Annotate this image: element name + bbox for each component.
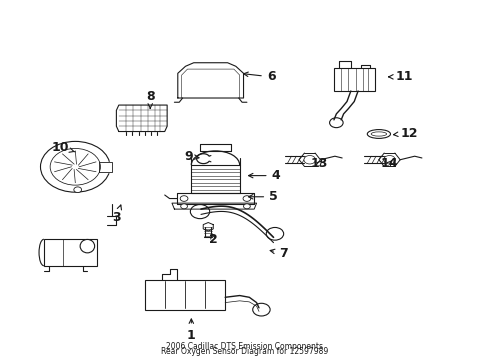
Text: 5: 5 (248, 190, 277, 203)
Text: 3: 3 (112, 205, 121, 224)
Ellipse shape (80, 239, 95, 253)
Text: 2: 2 (208, 233, 217, 246)
Polygon shape (203, 222, 213, 231)
Text: 13: 13 (310, 157, 327, 170)
Polygon shape (191, 165, 239, 193)
Text: 9: 9 (184, 150, 199, 163)
Text: 1: 1 (186, 319, 195, 342)
Circle shape (265, 228, 283, 240)
Text: 8: 8 (145, 90, 154, 108)
Circle shape (74, 187, 81, 193)
Circle shape (252, 303, 269, 316)
Text: Rear Oxygen Sensor Diagram for 12597989: Rear Oxygen Sensor Diagram for 12597989 (161, 347, 327, 356)
Polygon shape (172, 203, 256, 209)
Text: 7: 7 (270, 247, 287, 260)
Circle shape (243, 204, 250, 209)
Polygon shape (99, 162, 111, 172)
Bar (145, 280, 224, 310)
Text: 4: 4 (248, 169, 280, 182)
Circle shape (304, 156, 315, 164)
Ellipse shape (370, 132, 386, 136)
Circle shape (180, 204, 187, 209)
Circle shape (180, 196, 187, 201)
Text: 2006 Cadillac DTS Emission Components: 2006 Cadillac DTS Emission Components (165, 342, 323, 351)
Text: 10: 10 (52, 141, 75, 154)
Ellipse shape (366, 130, 390, 138)
Circle shape (243, 196, 250, 201)
Bar (44, 239, 97, 266)
Circle shape (50, 148, 100, 185)
Polygon shape (178, 63, 243, 98)
Circle shape (329, 118, 343, 128)
Text: 11: 11 (388, 70, 412, 84)
Circle shape (190, 204, 209, 219)
Text: 14: 14 (380, 157, 397, 170)
Circle shape (383, 156, 394, 164)
Polygon shape (116, 105, 167, 131)
Text: 6: 6 (243, 70, 275, 84)
Circle shape (41, 141, 110, 192)
Text: 12: 12 (393, 127, 417, 140)
Bar (333, 68, 374, 91)
Polygon shape (177, 193, 254, 204)
